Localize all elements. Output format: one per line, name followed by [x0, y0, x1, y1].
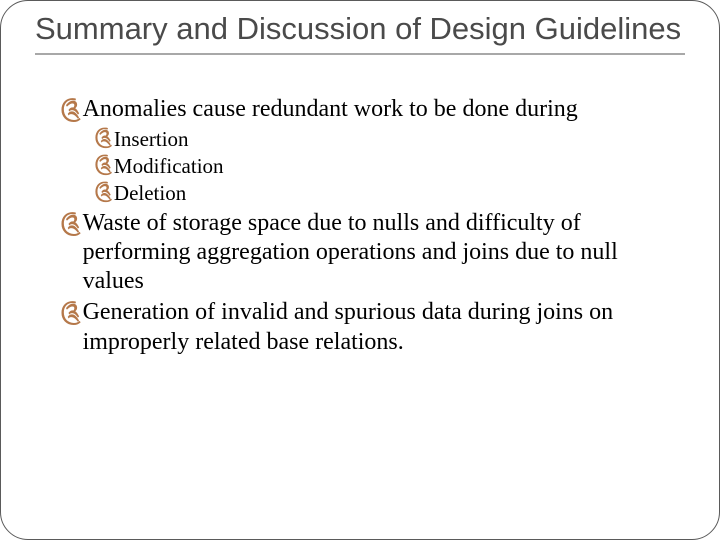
bullet-item: ༊ Generation of invalid and spurious dat… [61, 298, 685, 357]
curl-bullet-icon: ༊ [61, 298, 81, 326]
curl-bullet-icon: ༊ [61, 95, 81, 123]
sub-bullet-item: ༊ Modification [95, 153, 685, 179]
slide-title: Summary and Discussion of Design Guideli… [35, 11, 685, 55]
sub-bullet-item: ༊ Insertion [95, 126, 685, 152]
bullet-item: ༊ Anomalies cause redundant work to be d… [61, 95, 685, 124]
curl-bullet-icon: ༊ [61, 209, 81, 237]
bullet-text: Generation of invalid and spurious data … [83, 298, 685, 357]
bullet-text: Modification [114, 153, 685, 179]
bullet-text: Insertion [114, 126, 685, 152]
curl-bullet-icon: ༊ [95, 180, 112, 205]
curl-bullet-icon: ༊ [95, 126, 112, 151]
bullet-text: Anomalies cause redundant work to be don… [83, 95, 685, 124]
bullet-item: ༊ Waste of storage space due to nulls an… [61, 209, 685, 297]
slide-body: ༊ Anomalies cause redundant work to be d… [61, 95, 685, 357]
sub-bullet-item: ༊ Deletion [95, 180, 685, 206]
bullet-text: Waste of storage space due to nulls and … [83, 209, 685, 297]
bullet-text: Deletion [114, 180, 685, 206]
slide-container: Summary and Discussion of Design Guideli… [0, 0, 720, 540]
curl-bullet-icon: ༊ [95, 153, 112, 178]
